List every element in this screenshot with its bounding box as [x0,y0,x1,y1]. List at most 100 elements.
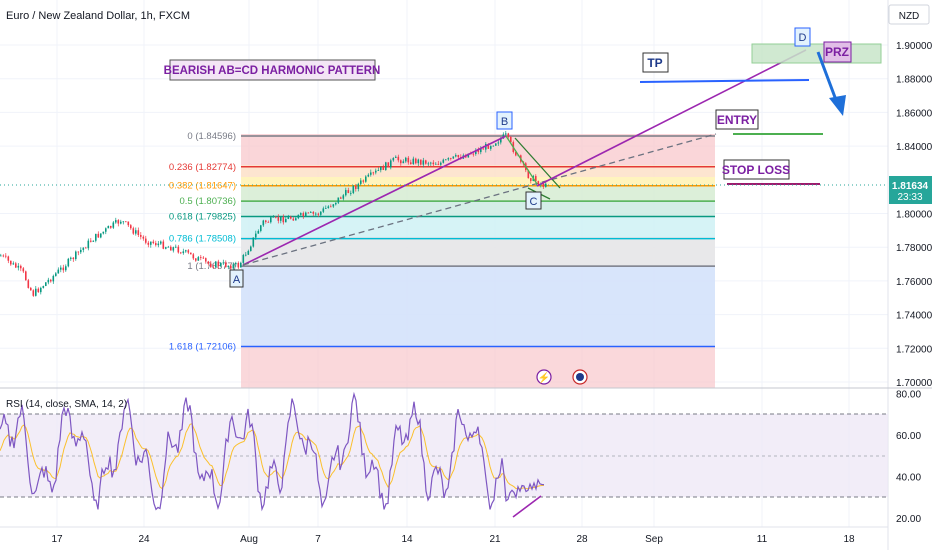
candle-body [102,231,105,234]
dashed-trendline [242,133,717,266]
tp-label-box[interactable]: TP [642,52,669,73]
candle-body [167,246,170,248]
candle-body [275,216,277,218]
candle-body [85,247,87,249]
tp-line[interactable] [639,79,810,83]
prz-label-box[interactable]: PRZ [823,41,852,63]
down-arrow[interactable] [816,51,846,116]
point-b[interactable]: B [496,111,513,130]
candle-body [447,158,450,160]
candle-body [30,287,32,291]
point-d-label: D [799,32,807,44]
point-c[interactable]: C [525,191,542,210]
candles [0,130,547,297]
candle-body [320,211,322,215]
point-a[interactable]: A [229,269,244,288]
flash-event-icon[interactable] [536,369,552,385]
candle-body [442,159,445,163]
entry-label-box[interactable]: ENTRY [715,109,759,130]
rsi-tick-label: 20.00 [896,514,921,525]
bc-leg [505,135,538,185]
stop-loss-label: STOP LOSS [722,163,790,177]
candle-body [162,241,165,249]
candle-body [440,162,442,165]
economic-event-icon-inner [576,373,584,381]
candle-body [145,238,147,243]
candle-body [297,214,300,219]
candle-body [352,185,355,193]
candle-body [530,178,532,181]
candle-body [535,176,537,182]
fib-zone-below-1618 [241,346,715,388]
fib-retracement[interactable]: 0 (1.84596) 0.236 (1.82774) 0.382 (1.81647… [169,131,715,388]
candle-body [285,218,287,223]
candle-body [242,255,245,263]
current-price-value: 1.81634 [892,181,929,192]
currency-label: NZD [899,11,920,22]
candle-body [255,233,257,238]
candle-body [310,211,312,213]
price-tick-label: 1.86000 [896,108,932,119]
ab-leg [242,135,507,266]
currency-badge[interactable]: NZD [888,4,930,25]
candle-body [305,212,307,217]
rsi-divergence-line [512,495,542,518]
time-tick-label: Sep [645,534,663,545]
candle-body [90,240,92,242]
price-tick-label: 1.88000 [896,75,932,86]
candle-body [252,237,255,247]
candle-body [350,192,352,194]
point-a-bg [229,269,244,288]
point-c-bg [525,191,542,210]
point-d[interactable]: D [794,27,811,47]
symbol-title[interactable]: Euro / New Zealand Dollar, 1h, FXCM [6,10,190,22]
time-tick-label: 24 [138,534,150,545]
fib-level-label: 1 (1.76877) [187,261,236,272]
event-icons[interactable]: ⚡ [536,369,588,385]
pattern-title-box[interactable]: BEARISH AB=CD HARMONIC PATTERN [164,59,381,81]
candle-body [302,213,305,217]
candle-body [292,218,295,221]
candle-body [40,287,42,293]
candle-body [150,241,152,245]
candle-body [12,263,15,265]
candle-body [545,183,547,187]
candle-body [450,158,452,159]
pattern-lines[interactable] [242,49,807,266]
candle-body [52,275,55,282]
fib-level-label: 0.382 (1.81647) [169,181,236,192]
candle-body [492,145,495,147]
price-axis[interactable]: 1.90000 1.88000 1.86000 1.84000 1.80000 1.780… [896,41,932,389]
candle-body [262,220,265,226]
candle-body [307,212,310,214]
stop-loss-label-box[interactable]: STOP LOSS [722,159,790,180]
candle-body [272,216,275,218]
candle-body [225,262,227,268]
candle-body [327,206,330,209]
candle-body [257,230,260,234]
fib-zone-1-a [241,237,715,266]
candle-body [60,267,62,270]
prz-zone[interactable] [751,43,882,64]
stop-loss-label-bg [723,159,790,180]
candle-body [412,158,415,165]
candle-body [77,251,80,253]
candle-body [220,263,222,267]
candle-body [497,142,500,144]
point-b-bg [496,111,513,130]
entry-label-bg [715,109,759,130]
rsi-pane[interactable]: RSI (14, close, SMA, 14, 2) 80.00 60.00 40… [0,389,921,525]
time-axis[interactable]: 17 24 Aug 7 14 21 28 Sep 11 18 [51,534,855,545]
candle-body [472,153,475,155]
candle-body [192,254,195,259]
candle-body [115,220,117,223]
candle-body [375,170,377,173]
candle-body [427,163,430,165]
candle-body [75,251,77,260]
candle-body [420,159,422,165]
candle-body [152,241,155,244]
fib-zone-786-1 [241,216,715,237]
candle-body [50,279,52,282]
candle-body [210,263,212,267]
